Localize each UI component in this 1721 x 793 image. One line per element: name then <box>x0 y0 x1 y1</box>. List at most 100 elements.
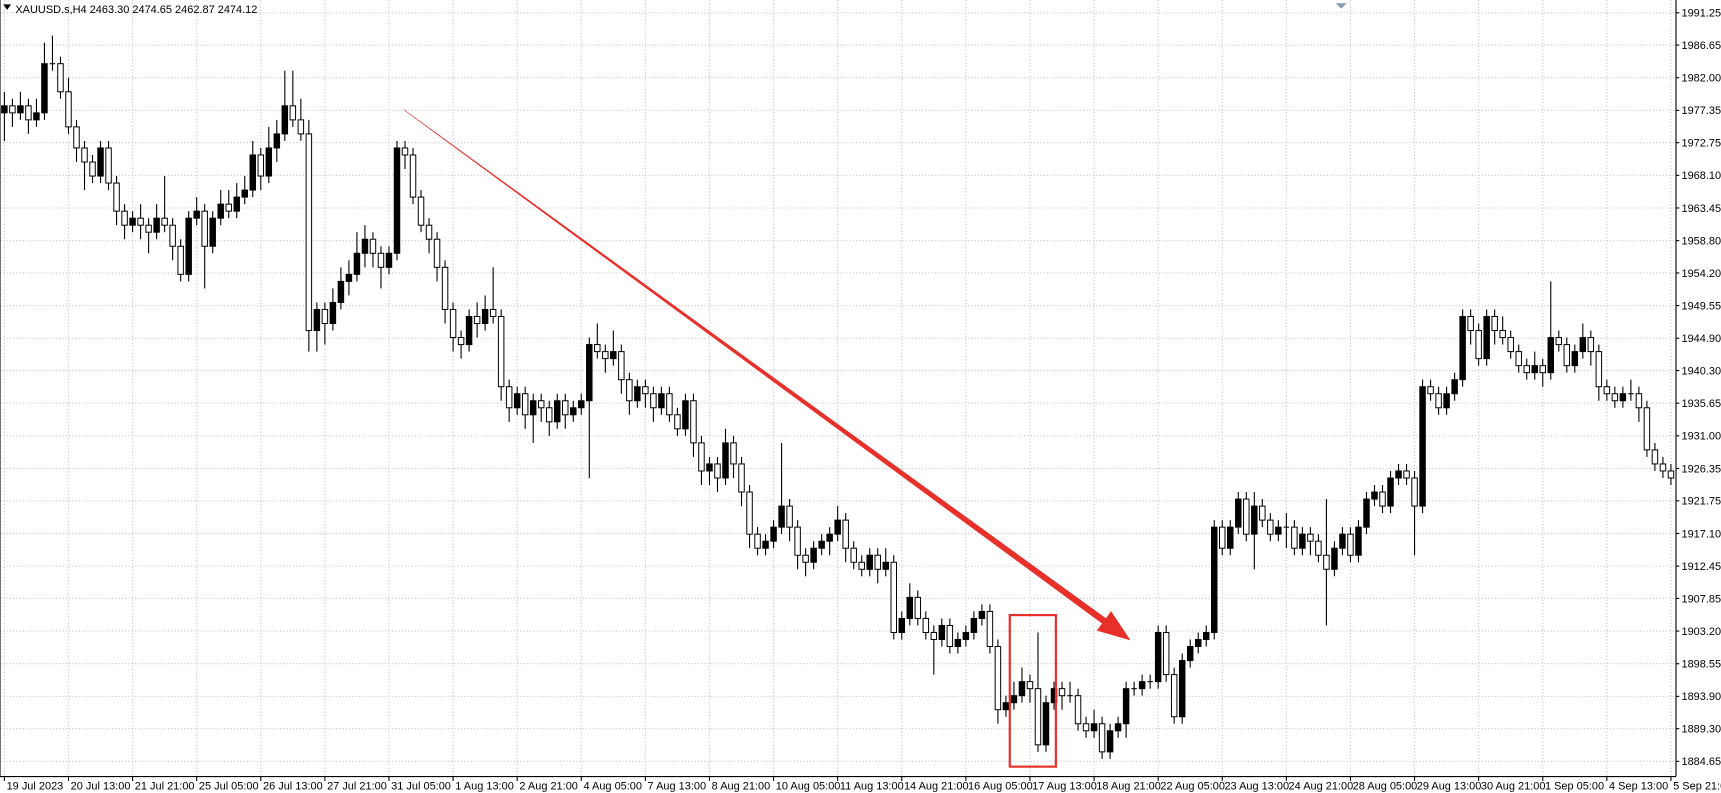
candle-body <box>473 315 481 324</box>
y-tick-label: 1940.30 <box>1681 365 1721 377</box>
candle-body <box>153 217 160 233</box>
candle-body <box>578 400 585 409</box>
candle-body <box>1154 631 1162 683</box>
candle-body <box>1419 386 1426 507</box>
candle-body <box>1595 351 1603 388</box>
x-tick-label: 21 Jul 21:00 <box>135 781 195 793</box>
candle-body <box>778 505 785 528</box>
candle-body <box>1082 723 1090 732</box>
candle-body <box>265 147 273 177</box>
candle-body <box>369 238 377 254</box>
candle-body <box>1186 646 1194 662</box>
candle-body <box>594 344 601 353</box>
candle-body <box>698 442 705 472</box>
candle-body <box>449 308 457 339</box>
candle-body <box>978 610 986 619</box>
highlight-box <box>1008 613 1057 768</box>
candle-body <box>241 189 248 198</box>
candle-body <box>714 463 721 479</box>
candle-body <box>930 631 938 640</box>
y-tick-label: 1958.80 <box>1681 235 1721 247</box>
y-tick-label: 1931.00 <box>1681 431 1721 443</box>
candle-body <box>329 301 337 324</box>
candle-body <box>1162 631 1170 676</box>
trend-arrow <box>403 109 1131 641</box>
x-tick-label: 28 Aug 05:00 <box>1353 781 1418 793</box>
candle-body <box>874 554 881 570</box>
x-tick-label: 7 Aug 13:00 <box>648 781 707 793</box>
candle-body <box>1026 681 1034 690</box>
candle-body <box>1194 639 1202 648</box>
candle-body <box>97 147 104 177</box>
candle-body <box>954 639 962 648</box>
candle-body <box>217 203 224 219</box>
y-tick-label: 1982.00 <box>1681 73 1721 85</box>
candle-body <box>1571 351 1579 367</box>
candle-body <box>1587 337 1595 353</box>
candle-body <box>1443 393 1450 409</box>
candle-body <box>882 561 889 570</box>
candle-body <box>41 63 48 114</box>
candle-body <box>1331 547 1338 570</box>
candle-body <box>722 442 729 479</box>
y-tick-label: 1963.45 <box>1681 203 1721 215</box>
candle-body <box>193 210 200 219</box>
dropdown-arrow[interactable] <box>3 4 11 10</box>
y-tick-label: 1893.90 <box>1681 691 1721 703</box>
candle-body <box>674 414 681 430</box>
candle-body <box>1435 393 1442 409</box>
candle-body <box>321 308 329 324</box>
candle-body <box>1259 505 1266 521</box>
y-tick-label: 1986.65 <box>1681 40 1721 52</box>
x-tick-label: 4 Sep 13:00 <box>1609 781 1668 793</box>
candle-body <box>554 400 561 423</box>
candle-body <box>1395 470 1402 479</box>
candle-body <box>1267 519 1274 535</box>
candle-body <box>922 617 930 633</box>
candle-body <box>938 624 946 640</box>
candle-body <box>1467 315 1474 332</box>
candle-body <box>906 596 914 619</box>
candle-body <box>297 119 305 135</box>
candle-body <box>650 393 657 409</box>
candle-body <box>1427 386 1434 395</box>
candle-body <box>81 147 88 163</box>
candle-layer <box>1 35 1675 759</box>
candle-body <box>1315 540 1322 556</box>
y-tick-label: 1903.20 <box>1681 626 1721 638</box>
candle-body <box>1058 688 1066 697</box>
candle-body <box>1138 681 1146 690</box>
candle-body <box>505 386 513 409</box>
x-tick-label: 22 Aug 05:00 <box>1160 781 1225 793</box>
candle-body <box>1491 315 1498 332</box>
candle-body <box>1515 351 1522 367</box>
candle-body <box>441 266 449 310</box>
candle-body <box>105 147 112 184</box>
candle-body <box>305 133 313 332</box>
x-tick-label: 5 Sep 21:00 <box>1673 781 1721 793</box>
x-tick-label: 8 Aug 21:00 <box>712 781 771 793</box>
candle-body <box>1090 723 1098 732</box>
candle-body <box>850 547 857 563</box>
candle-body <box>1555 337 1563 346</box>
y-tick-label: 1972.75 <box>1681 138 1721 150</box>
candle-body <box>1339 533 1346 549</box>
candle-body <box>185 217 192 275</box>
candle-body <box>1114 723 1122 732</box>
x-tick-label: 26 Jul 13:00 <box>263 781 323 793</box>
y-tick-label: 1944.90 <box>1681 333 1721 345</box>
candle-body <box>754 533 761 549</box>
candle-body <box>946 624 954 648</box>
candle-body <box>137 217 144 226</box>
candle-body <box>1291 526 1298 549</box>
x-tick-label: 30 Aug 21:00 <box>1481 781 1546 793</box>
chart-shift-marker[interactable] <box>1335 3 1347 9</box>
candle-body <box>746 491 753 535</box>
candle-body <box>1323 554 1330 570</box>
y-tick-label: 1889.30 <box>1681 724 1721 736</box>
candle-body <box>962 631 970 640</box>
candle-body <box>121 210 128 226</box>
x-tick-label: 24 Aug 21:00 <box>1289 781 1354 793</box>
